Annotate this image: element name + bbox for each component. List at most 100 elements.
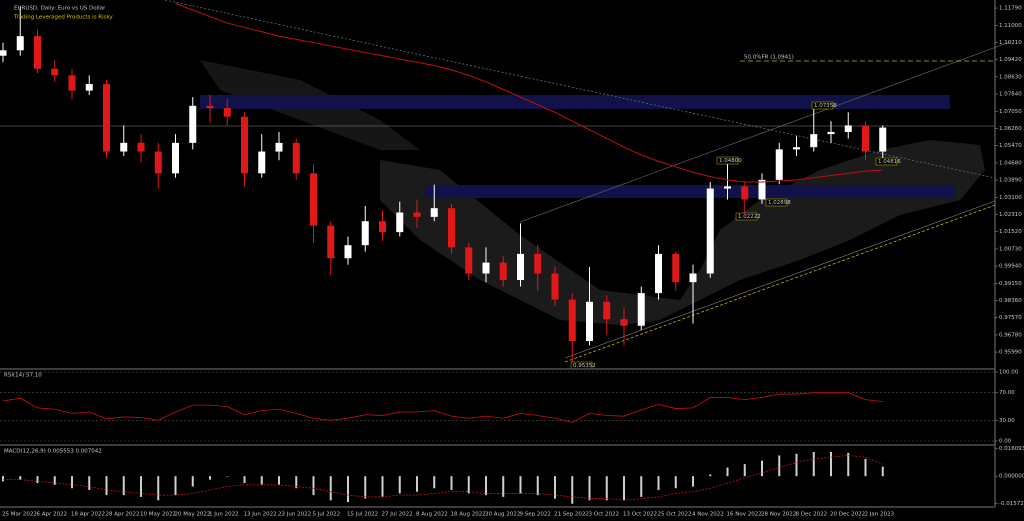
rsi-line bbox=[2, 392, 883, 423]
macd-bar bbox=[433, 476, 436, 489]
x-tick-label: 6 Apr 2022 bbox=[37, 512, 68, 518]
candle-body bbox=[344, 245, 352, 259]
y-tick-label: 100.00 bbox=[999, 370, 1019, 376]
macd-bar bbox=[761, 460, 763, 477]
tag: 1.07358 bbox=[814, 103, 837, 109]
macd-bar bbox=[743, 464, 746, 477]
x-tick-label: 3 Oct 2022 bbox=[589, 512, 620, 518]
y-tick-label: 1.10210 bbox=[999, 40, 1022, 46]
macd-bar bbox=[623, 476, 625, 501]
supply-zone bbox=[200, 95, 950, 109]
macd-bar bbox=[174, 476, 177, 496]
candle-body bbox=[379, 221, 386, 233]
candle-body bbox=[241, 116, 248, 174]
y-tick-label: 1.03100 bbox=[999, 195, 1022, 201]
y-tick-label: 1.01520 bbox=[999, 229, 1022, 235]
x-tick-label: 8 Dec 2022 bbox=[796, 512, 828, 518]
candle-body bbox=[758, 179, 766, 200]
signal-line bbox=[3, 455, 883, 501]
x-tick-label: 8 Aug 2022 bbox=[416, 512, 448, 518]
macd-bar bbox=[588, 476, 591, 501]
candle-body bbox=[879, 127, 887, 152]
macd-bar bbox=[881, 466, 884, 477]
candle-body bbox=[517, 253, 524, 281]
y-tick-label: 1.09420 bbox=[999, 57, 1022, 63]
y-tick-label: 1.04680 bbox=[999, 160, 1022, 166]
macd-bar bbox=[709, 474, 712, 477]
y-tick-label: 30.00 bbox=[999, 418, 1015, 424]
macd-bar bbox=[398, 476, 401, 494]
candle-body bbox=[361, 221, 369, 246]
candle-body bbox=[775, 149, 783, 180]
candle-body bbox=[603, 301, 611, 320]
candle-body bbox=[706, 188, 714, 274]
candle-body bbox=[223, 108, 231, 117]
x-tick-label: 21 Sep 2022 bbox=[554, 512, 589, 518]
candle-body bbox=[51, 68, 59, 76]
macd-bar bbox=[450, 476, 453, 490]
macd-bar bbox=[416, 476, 418, 492]
macd-bar bbox=[674, 476, 677, 489]
macd-bar bbox=[536, 476, 539, 496]
y-tick-label: 0.99940 bbox=[999, 264, 1022, 270]
x-tick-label: 25 Mar 2022 bbox=[2, 512, 37, 518]
candle-body bbox=[103, 84, 110, 152]
candle-body bbox=[620, 319, 628, 326]
candle-body bbox=[137, 142, 145, 152]
candle-body bbox=[275, 142, 283, 152]
x-tick-label: 1 Jun 2022 bbox=[209, 512, 239, 518]
macd-bar bbox=[554, 476, 556, 499]
x-tick-label: 4 Nov 2022 bbox=[692, 512, 724, 518]
candle-body bbox=[568, 299, 576, 341]
candle-body bbox=[672, 253, 680, 283]
candle-body bbox=[499, 262, 507, 281]
candle-body bbox=[172, 142, 179, 174]
price-tags: 1.07358 1.04800 1.02898 1.02222 1.04816 … bbox=[570, 101, 901, 370]
x-tick-label: 15 Jul 2022 bbox=[347, 512, 378, 518]
candle-body bbox=[0, 50, 7, 56]
x-tick-label: 13 Jun 2022 bbox=[244, 512, 277, 518]
y-tick-label: 1.11000 bbox=[999, 23, 1022, 29]
candle-body bbox=[534, 253, 542, 274]
y-tick-label: 0.96780 bbox=[999, 332, 1022, 338]
y-tick-label: 0.98360 bbox=[999, 298, 1022, 304]
macd-bar bbox=[122, 476, 125, 496]
candle-body bbox=[85, 84, 93, 91]
macd-bar bbox=[364, 476, 367, 499]
macd-bar bbox=[381, 476, 384, 497]
y-tick-label: -0.015723 bbox=[999, 501, 1024, 507]
chart-subtitle: Trading Leveraged Products is Risky bbox=[13, 15, 114, 21]
macd-bar bbox=[467, 476, 470, 494]
x-tick-label: 10 May 2022 bbox=[140, 512, 176, 518]
tag: 1.02222 bbox=[738, 214, 761, 220]
macd-bar bbox=[19, 476, 22, 480]
macd-bar bbox=[260, 476, 263, 485]
candle-body bbox=[586, 301, 593, 341]
candle-body bbox=[551, 273, 559, 300]
moving-average bbox=[175, 3, 883, 183]
macd-bar bbox=[88, 476, 91, 490]
y-tick-label: 70.00 bbox=[999, 390, 1015, 396]
macd-bar bbox=[830, 452, 832, 477]
y-tick-label: 0.99150 bbox=[999, 281, 1022, 287]
macd-bar bbox=[485, 476, 487, 496]
trendline bbox=[164, 0, 996, 179]
x-tick-label: 28 Nov 2022 bbox=[761, 512, 796, 518]
candle-body bbox=[482, 262, 490, 274]
y-tick-label: 0.97570 bbox=[999, 315, 1022, 321]
candle-body bbox=[655, 253, 662, 294]
tag-box bbox=[811, 101, 834, 110]
macd-bar bbox=[105, 476, 108, 496]
x-tick-label: 18 Apr 2022 bbox=[71, 512, 105, 518]
macd-title: MACD(12,26,9) 0.005553 0.007042 bbox=[4, 449, 102, 455]
trendline bbox=[519, 41, 1011, 223]
trendline bbox=[564, 200, 996, 359]
macd-bar bbox=[140, 476, 142, 497]
x-tick-label: 30 Aug 2022 bbox=[485, 512, 520, 518]
x-tick-label: 9 Sep 2022 bbox=[520, 512, 551, 518]
tag: 0.95352 bbox=[573, 363, 596, 369]
x-tick-label: 5 Jul 2022 bbox=[313, 512, 341, 518]
tag: 1.04800 bbox=[719, 158, 742, 164]
macd-bar bbox=[864, 458, 867, 477]
